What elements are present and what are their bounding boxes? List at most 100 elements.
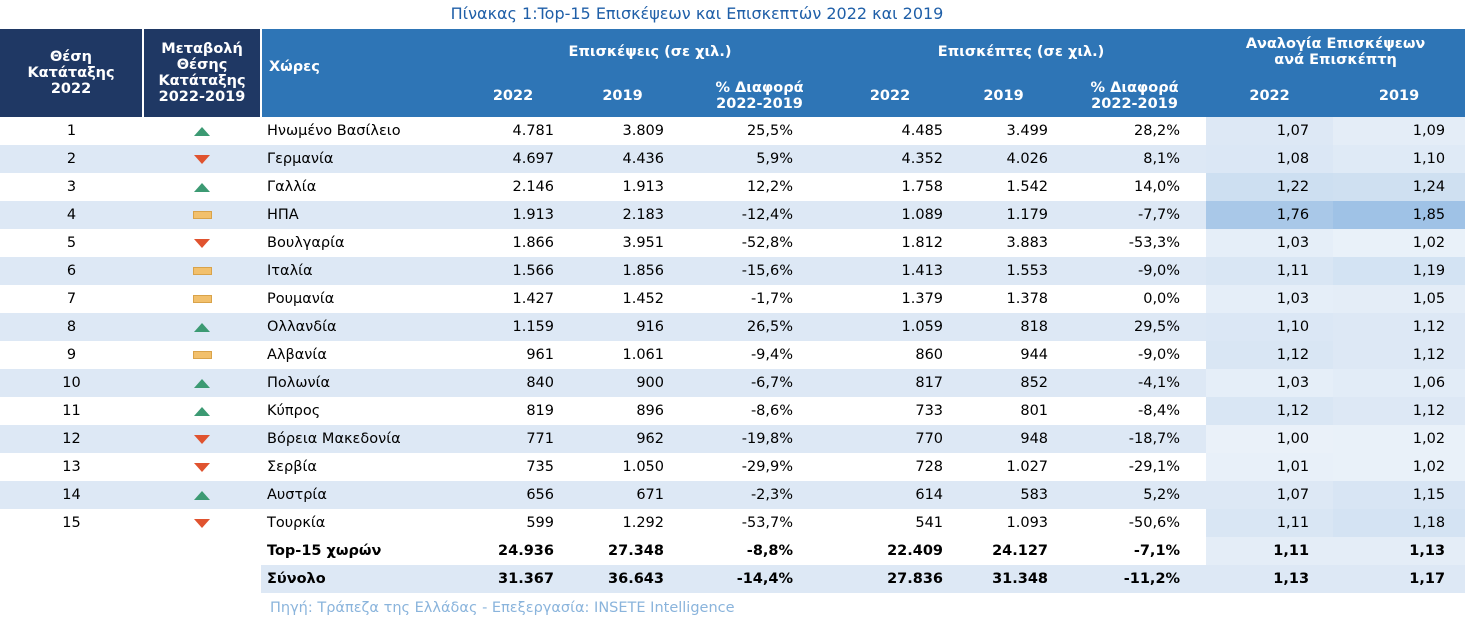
header-visits-2022: 2022 [464,75,562,117]
ratio-2019-cell: 1,06 [1333,369,1465,397]
ratio-2022-cell: 1,22 [1206,173,1334,201]
visits-2022-cell: 4.781 [512,123,554,139]
visitors-2019-cell: 1.093 [1006,515,1049,531]
visitors-2022-cell: 4.485 [901,123,944,139]
visitors-pct-diff-cell: 29,5% [1063,313,1207,341]
visits-pct-diff-cell: -29,9% [741,459,794,475]
rank-cell: 4 [0,201,143,229]
rank-change-cell [143,509,261,537]
visitors-2019-cell: 4.026 [944,145,1064,173]
arrow-up-icon [194,378,210,388]
visits-pct-diff-cell: -12,4% [683,201,837,229]
visits-pct-diff-cell: -19,8% [683,425,837,453]
visitors-pct-diff-cell: -7,7% [1063,201,1207,229]
rank-change-cell [143,397,261,425]
visits-pct-diff-cell: 25,5% [746,123,794,139]
visits-pct-diff-cell: -53,7% [741,515,794,531]
visitors-2022-cell: 728 [915,459,944,475]
rank-cell: 9 [66,347,77,363]
ratio-2022-cell: 1,12 [1206,397,1334,425]
visitors-2019-cell: 1.027 [1006,459,1049,475]
arrow-up-icon [194,322,210,332]
visits-pct-diff-cell: -2,3% [683,481,837,509]
country-cell: Βουλγαρία [267,235,345,251]
visits-2022-cell: 1.866 [512,235,554,251]
visitors-2022-cell: 27.836 [836,565,945,593]
visitors-2022-cell: 733 [915,403,944,419]
visitors-2019-cell: 818 [944,313,1064,341]
header-visits-pct-diff: % Διαφορά 2022-2019 [683,75,837,117]
visitors-2019-cell: 31.348 [944,565,1064,593]
visits-pct-diff-cell: -8,8% [746,543,794,559]
visitors-pct-diff-cell: 8,1% [1063,145,1207,173]
arrow-down-icon [194,238,210,248]
rank-cell: 11 [62,403,81,419]
rank-cell: 6 [0,257,143,285]
visits-2019-cell: 962 [562,425,683,453]
visits-pct-diff-cell: -52,8% [741,235,794,251]
table-row: 10 Πολωνία 840 900 -6,7% 817 852 -4,1% 1,03 1,06 [0,369,1465,397]
visitors-2022-cell: 22.409 [887,543,944,559]
ratio-2019-cell: 1,17 [1333,565,1465,593]
empty-cell [0,565,143,593]
ratio-2019-cell: 1,12 [1333,397,1465,425]
rank-cell: 10 [0,369,143,397]
visits-2019-cell: 900 [562,369,683,397]
rank-change-cell [143,313,261,341]
visits-2022-cell: 771 [464,425,562,453]
rank-cell: 12 [0,425,143,453]
visitors-pct-diff-cell: -53,3% [1128,235,1181,251]
header-ratio-2022: 2022 [1206,75,1334,117]
table-row: 1 Ηνωμένο Βασίλειο 4.781 3.809 25,5% 4.485 3.4… [0,117,1465,145]
header-ratio-group: Αναλογία Επισκέψεων ανά Επισκέπτη [1206,29,1465,75]
empty-cell [143,565,261,593]
ratio-2022-cell: 1,08 [1206,145,1334,173]
table-row: 2 Γερμανία 4.697 4.436 5,9% 4.352 4.026 8,1% 1,0… [0,145,1465,173]
visits-2019-cell: 1.061 [622,347,664,363]
table-row: 13 Σερβία 735 1.050 -29,9% 728 1.027 -29,1% 1,01… [0,453,1465,481]
arrow-up-icon [194,126,210,136]
visits-2022-cell: 24.936 [498,543,554,559]
table-row: 8 Ολλανδία 1.159 916 26,5% 1.059 818 29,5% 1,10 1… [0,313,1465,341]
arrow-down-icon [194,462,210,472]
rank-change-cell [143,257,261,285]
visitors-pct-diff-cell: -18,7% [1063,425,1207,453]
ratio-2022-cell: 1,03 [1206,285,1334,313]
visitors-pct-diff-cell: -9,0% [1137,347,1181,363]
visits-2019-cell: 1.050 [622,459,664,475]
visitors-2022-cell: 541 [915,515,944,531]
visitors-pct-diff-cell: -29,1% [1128,459,1181,475]
visits-pct-diff-cell: -6,7% [683,369,837,397]
rank-change-cell [143,201,261,229]
visitors-2019-cell: 801 [1020,403,1049,419]
ratio-2022-cell: 1,11 [1206,537,1334,565]
ratio-2022-cell: 1,07 [1206,481,1334,509]
visitors-2022-cell: 1.089 [836,201,945,229]
visits-pct-diff-cell: -1,7% [750,291,794,307]
arrow-down-icon [194,154,210,164]
totals-row: Top-15 χωρών 24.936 27.348 -8,8% 22.409 24.12… [0,537,1465,565]
visitors-2019-cell: 583 [944,481,1064,509]
header-countries: Χώρες [261,29,464,117]
visits-pct-diff-cell: 12,2% [746,179,794,195]
visitors-pct-diff-cell: -11,2% [1063,565,1207,593]
ratio-2019-cell: 1,24 [1333,173,1465,201]
empty-cell [0,537,143,565]
visits-2022-cell: 1.427 [512,291,554,307]
ratio-2022-cell: 1,12 [1206,341,1334,369]
visitors-2022-cell: 1.379 [901,291,944,307]
header-visits-group: Επισκέψεις (σε χιλ.) [464,29,837,75]
country-cell: Γερμανία [261,145,464,173]
header-ratio-2019: 2019 [1333,75,1465,117]
no-change-icon [192,295,212,303]
visitors-pct-diff-cell: 28,2% [1133,123,1181,139]
visitors-2019-cell: 24.127 [992,543,1049,559]
no-change-icon [192,351,212,359]
ratio-2019-cell: 1,18 [1333,509,1465,537]
rank-change-cell [143,341,261,369]
source-note: Πηγή: Τράπεζα της Ελλάδας - Επεξεργασία:… [270,600,735,616]
ratio-2022-cell: 1,07 [1206,117,1334,145]
country-cell: Κύπρος [267,403,321,419]
arrow-down-icon [194,434,210,444]
visitors-2019-cell: 1.553 [944,257,1064,285]
